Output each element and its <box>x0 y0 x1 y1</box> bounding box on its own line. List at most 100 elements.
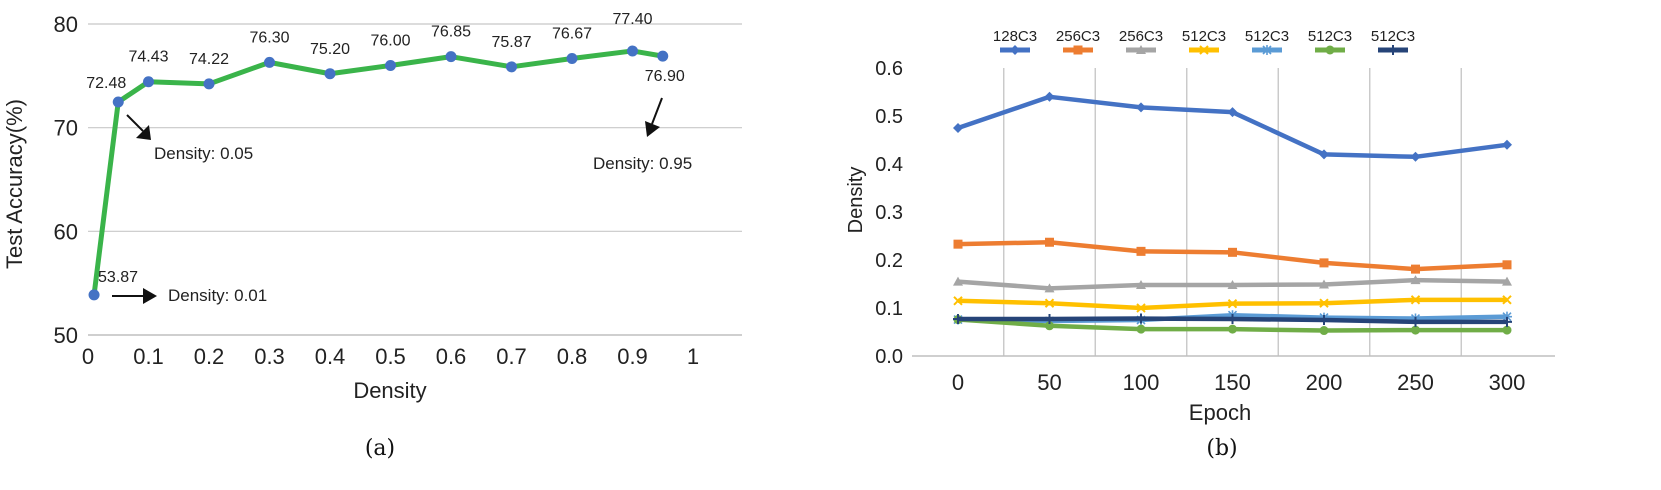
data-point <box>88 289 100 301</box>
chart-a-x-axis-label: Density <box>353 378 426 403</box>
data-point <box>1502 325 1512 335</box>
data-point <box>1136 102 1146 113</box>
data-label: 76.00 <box>370 32 410 49</box>
data-point <box>324 68 336 80</box>
arrow-icon <box>126 114 151 140</box>
data-point <box>1502 295 1512 305</box>
chart-a-y-ticks: 50 60 70 80 <box>54 12 78 348</box>
data-point <box>1136 45 1146 54</box>
x-tick-label: 0.6 <box>436 344 467 369</box>
data-point <box>1136 246 1146 256</box>
series-7 <box>953 313 1512 327</box>
x-tick-label: 0.5 <box>375 344 406 369</box>
legend-item: 128C3 <box>993 28 1037 55</box>
data-point <box>1325 45 1335 55</box>
data-point <box>1410 316 1421 327</box>
x-tick-label: 50 <box>1037 370 1061 395</box>
chart-b-series <box>953 91 1512 336</box>
data-point <box>953 296 963 306</box>
data-label: 74.22 <box>189 51 229 68</box>
chart-a-points <box>88 45 669 301</box>
x-tick-label: 300 <box>1489 370 1526 395</box>
data-point <box>445 51 457 63</box>
data-point <box>1010 45 1020 55</box>
data-point <box>1073 45 1083 55</box>
data-label: 74.43 <box>128 49 168 66</box>
data-point <box>1044 283 1055 293</box>
x-tick-label: 0.4 <box>315 344 346 369</box>
data-point <box>1410 275 1421 285</box>
data-label: 75.20 <box>310 41 350 58</box>
annotation-density-095: Density: 0.95 <box>593 154 692 173</box>
data-point <box>1319 279 1329 289</box>
y-tick-label: 50 <box>54 323 78 348</box>
legend-label: 128C3 <box>993 28 1037 45</box>
chart-b-gridlines <box>1003 68 1462 356</box>
series-4 <box>953 295 1512 313</box>
legend-item: 256C3 <box>1056 28 1100 55</box>
data-point <box>1045 237 1054 247</box>
x-tick-label: 100 <box>1123 370 1160 395</box>
data-label: 76.90 <box>645 68 685 85</box>
data-point <box>1319 298 1329 308</box>
chart-b-x-axis-label: Epoch <box>1189 400 1251 425</box>
x-tick-label: 150 <box>1214 370 1251 395</box>
data-point <box>1410 151 1421 162</box>
y-tick-label: 0.1 <box>875 298 903 320</box>
data-label: 76.85 <box>431 24 471 41</box>
data-point <box>1227 279 1238 289</box>
series-6 <box>953 315 1512 336</box>
data-point <box>1319 149 1329 160</box>
legend-label: 256C3 <box>1056 28 1100 45</box>
x-tick-label: 0 <box>82 344 94 369</box>
data-point <box>1227 298 1238 309</box>
y-tick-label: 0.4 <box>875 154 903 176</box>
x-tick-label: 0.9 <box>617 344 648 369</box>
legend-label: 256C3 <box>1119 28 1163 45</box>
data-point <box>566 53 578 65</box>
y-tick-label: 60 <box>54 219 78 244</box>
data-point <box>1228 324 1237 334</box>
data-point <box>1502 276 1512 286</box>
chart-b-x-ticks: 0 50 100 150 200 250 300 <box>952 370 1525 395</box>
data-point <box>1502 139 1512 150</box>
data-label: 77.40 <box>612 11 652 28</box>
data-point <box>1319 315 1329 325</box>
data-point <box>1502 260 1512 270</box>
legend-item: 512C3 <box>1182 28 1226 55</box>
legend-label: 512C3 <box>1308 28 1352 45</box>
data-point <box>1136 279 1146 289</box>
chart-a-series-line <box>91 48 664 296</box>
chart-a-caption: (a) <box>365 436 395 461</box>
data-point <box>1410 295 1421 305</box>
y-tick-label: 0.6 <box>875 58 903 80</box>
data-point <box>1044 298 1055 308</box>
data-point <box>953 314 963 325</box>
arrow-icon <box>645 97 663 137</box>
y-tick-label: 0.0 <box>875 346 903 368</box>
data-point <box>1228 247 1237 257</box>
y-tick-label: 0.2 <box>875 250 903 272</box>
y-tick-label: 0.3 <box>875 202 903 224</box>
data-point <box>953 276 963 286</box>
data-label: 53.87 <box>98 269 138 286</box>
legend-label: 512C3 <box>1371 28 1415 45</box>
chart-b-caption: (b) <box>1206 436 1237 461</box>
series-1 <box>953 91 1512 162</box>
data-point <box>627 45 638 57</box>
chart-a: 0 0.1 0.2 0.3 0.4 0.5 0.6 0.7 0.8 0.9 1 50 60 70 80 5… <box>2 11 742 461</box>
data-point <box>264 56 275 68</box>
annotation-density-001: Density: 0.01 <box>168 286 267 305</box>
data-point <box>1044 91 1055 102</box>
data-label: 76.67 <box>552 26 592 43</box>
data-point <box>506 61 517 73</box>
data-point <box>1136 303 1146 313</box>
arrow-icon <box>112 288 157 304</box>
data-point <box>953 123 963 133</box>
chart-b-y-axis-label: Density <box>845 167 867 234</box>
legend-item: 256C3 <box>1119 28 1163 54</box>
x-tick-label: 0.3 <box>254 344 285 369</box>
data-point <box>1227 314 1238 325</box>
data-point <box>1388 45 1398 55</box>
